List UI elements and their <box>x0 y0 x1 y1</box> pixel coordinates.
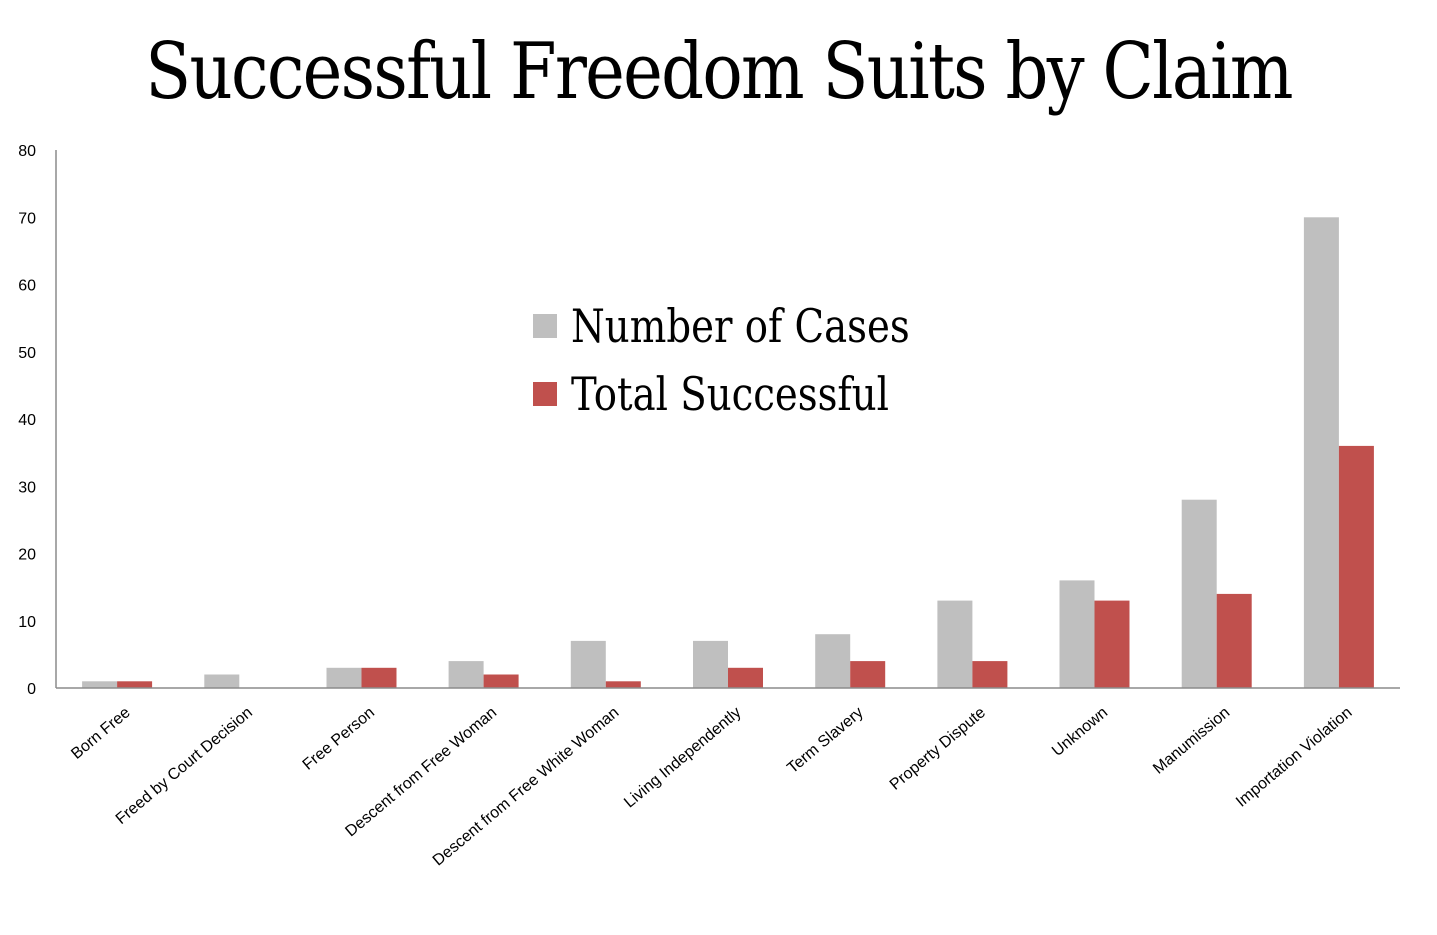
bar-number-of-cases <box>1059 580 1095 688</box>
legend-item-total-successful: Total Successful <box>533 360 974 428</box>
x-tick-label: Manumission <box>1150 704 1233 778</box>
x-tick-label: Free Person <box>300 704 378 774</box>
legend: Number of Cases Total Successful <box>533 292 974 428</box>
bar-total-successful <box>483 674 519 688</box>
bar-number-of-cases <box>815 634 851 688</box>
legend-label-total-successful: Total Successful <box>571 367 889 421</box>
bar-number-of-cases <box>570 640 606 688</box>
bar-number-of-cases <box>1181 499 1217 688</box>
bar-number-of-cases <box>326 667 362 688</box>
x-tick-label: Unknown <box>1049 704 1111 760</box>
y-tick-label: 80 <box>18 143 36 160</box>
legend-label-number-of-cases: Number of Cases <box>571 299 910 353</box>
bars-group <box>82 217 1374 689</box>
bar-number-of-cases <box>204 674 240 688</box>
bar-total-successful <box>117 681 153 688</box>
legend-item-number-of-cases: Number of Cases <box>533 292 974 360</box>
x-tick-label: Living Independently <box>621 704 744 811</box>
x-tick-label: Born Free <box>68 704 134 763</box>
x-tick-label: Term Slavery <box>784 704 866 777</box>
bar-number-of-cases <box>82 681 118 688</box>
bar-total-successful <box>361 667 397 688</box>
bar-total-successful <box>1338 445 1374 688</box>
legend-swatch-total-successful <box>533 382 557 406</box>
bar-total-successful <box>605 681 641 688</box>
y-tick-label: 0 <box>27 681 36 698</box>
bar-number-of-cases <box>448 661 484 688</box>
legend-swatch-number-of-cases <box>533 314 557 338</box>
y-tick-label: 50 <box>18 345 36 362</box>
x-tick-label: Property Dispute <box>887 704 989 794</box>
bar-number-of-cases <box>937 600 973 688</box>
chart-title: Successful Freedom Suits by Claim <box>145 27 1293 117</box>
x-tick-label: Freed by Court Decision <box>113 704 256 828</box>
y-tick-label: 60 <box>18 278 36 295</box>
bar-total-successful <box>850 661 886 688</box>
bar-total-successful <box>1094 600 1130 688</box>
y-tick-label: 70 <box>18 210 36 227</box>
bar-total-successful <box>1216 593 1252 688</box>
bar-total-successful <box>972 661 1008 688</box>
bar-number-of-cases <box>1303 217 1339 689</box>
y-tick-label: 30 <box>18 479 36 496</box>
x-tick-label: Importation Violation <box>1233 704 1355 811</box>
bar-number-of-cases <box>693 640 728 688</box>
bar-total-successful <box>728 667 763 688</box>
y-tick-labels: 0 10 20 30 40 50 60 70 80 <box>18 143 36 698</box>
y-tick-label: 10 <box>18 614 36 631</box>
y-tick-label: 40 <box>18 412 36 429</box>
y-tick-label: 20 <box>18 547 36 564</box>
